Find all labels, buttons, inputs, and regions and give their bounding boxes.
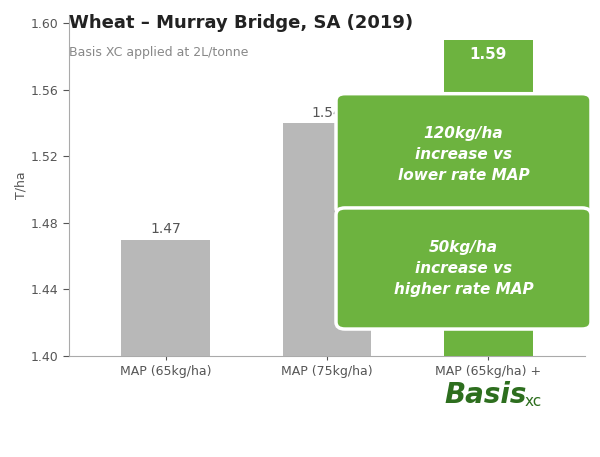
Bar — [283, 123, 371, 356]
Text: Wheat – Murray Bridge, SA (2019): Wheat – Murray Bridge, SA (2019) — [69, 14, 413, 32]
Text: xc: xc — [524, 394, 542, 409]
Text: 1.47: 1.47 — [151, 222, 181, 236]
Text: 1.59: 1.59 — [470, 47, 507, 62]
Y-axis label: T/ha: T/ha — [15, 172, 28, 199]
Text: 120kg/ha
increase vs
lower rate MAP: 120kg/ha increase vs lower rate MAP — [398, 126, 529, 183]
Bar — [444, 40, 533, 356]
Text: Basis XC applied at 2L/tonne: Basis XC applied at 2L/tonne — [69, 46, 248, 58]
Text: 50kg/ha
increase vs
higher rate MAP: 50kg/ha increase vs higher rate MAP — [394, 240, 533, 297]
Bar — [121, 239, 210, 356]
Text: 1.54: 1.54 — [311, 106, 343, 120]
Text: Basis: Basis — [444, 381, 526, 409]
